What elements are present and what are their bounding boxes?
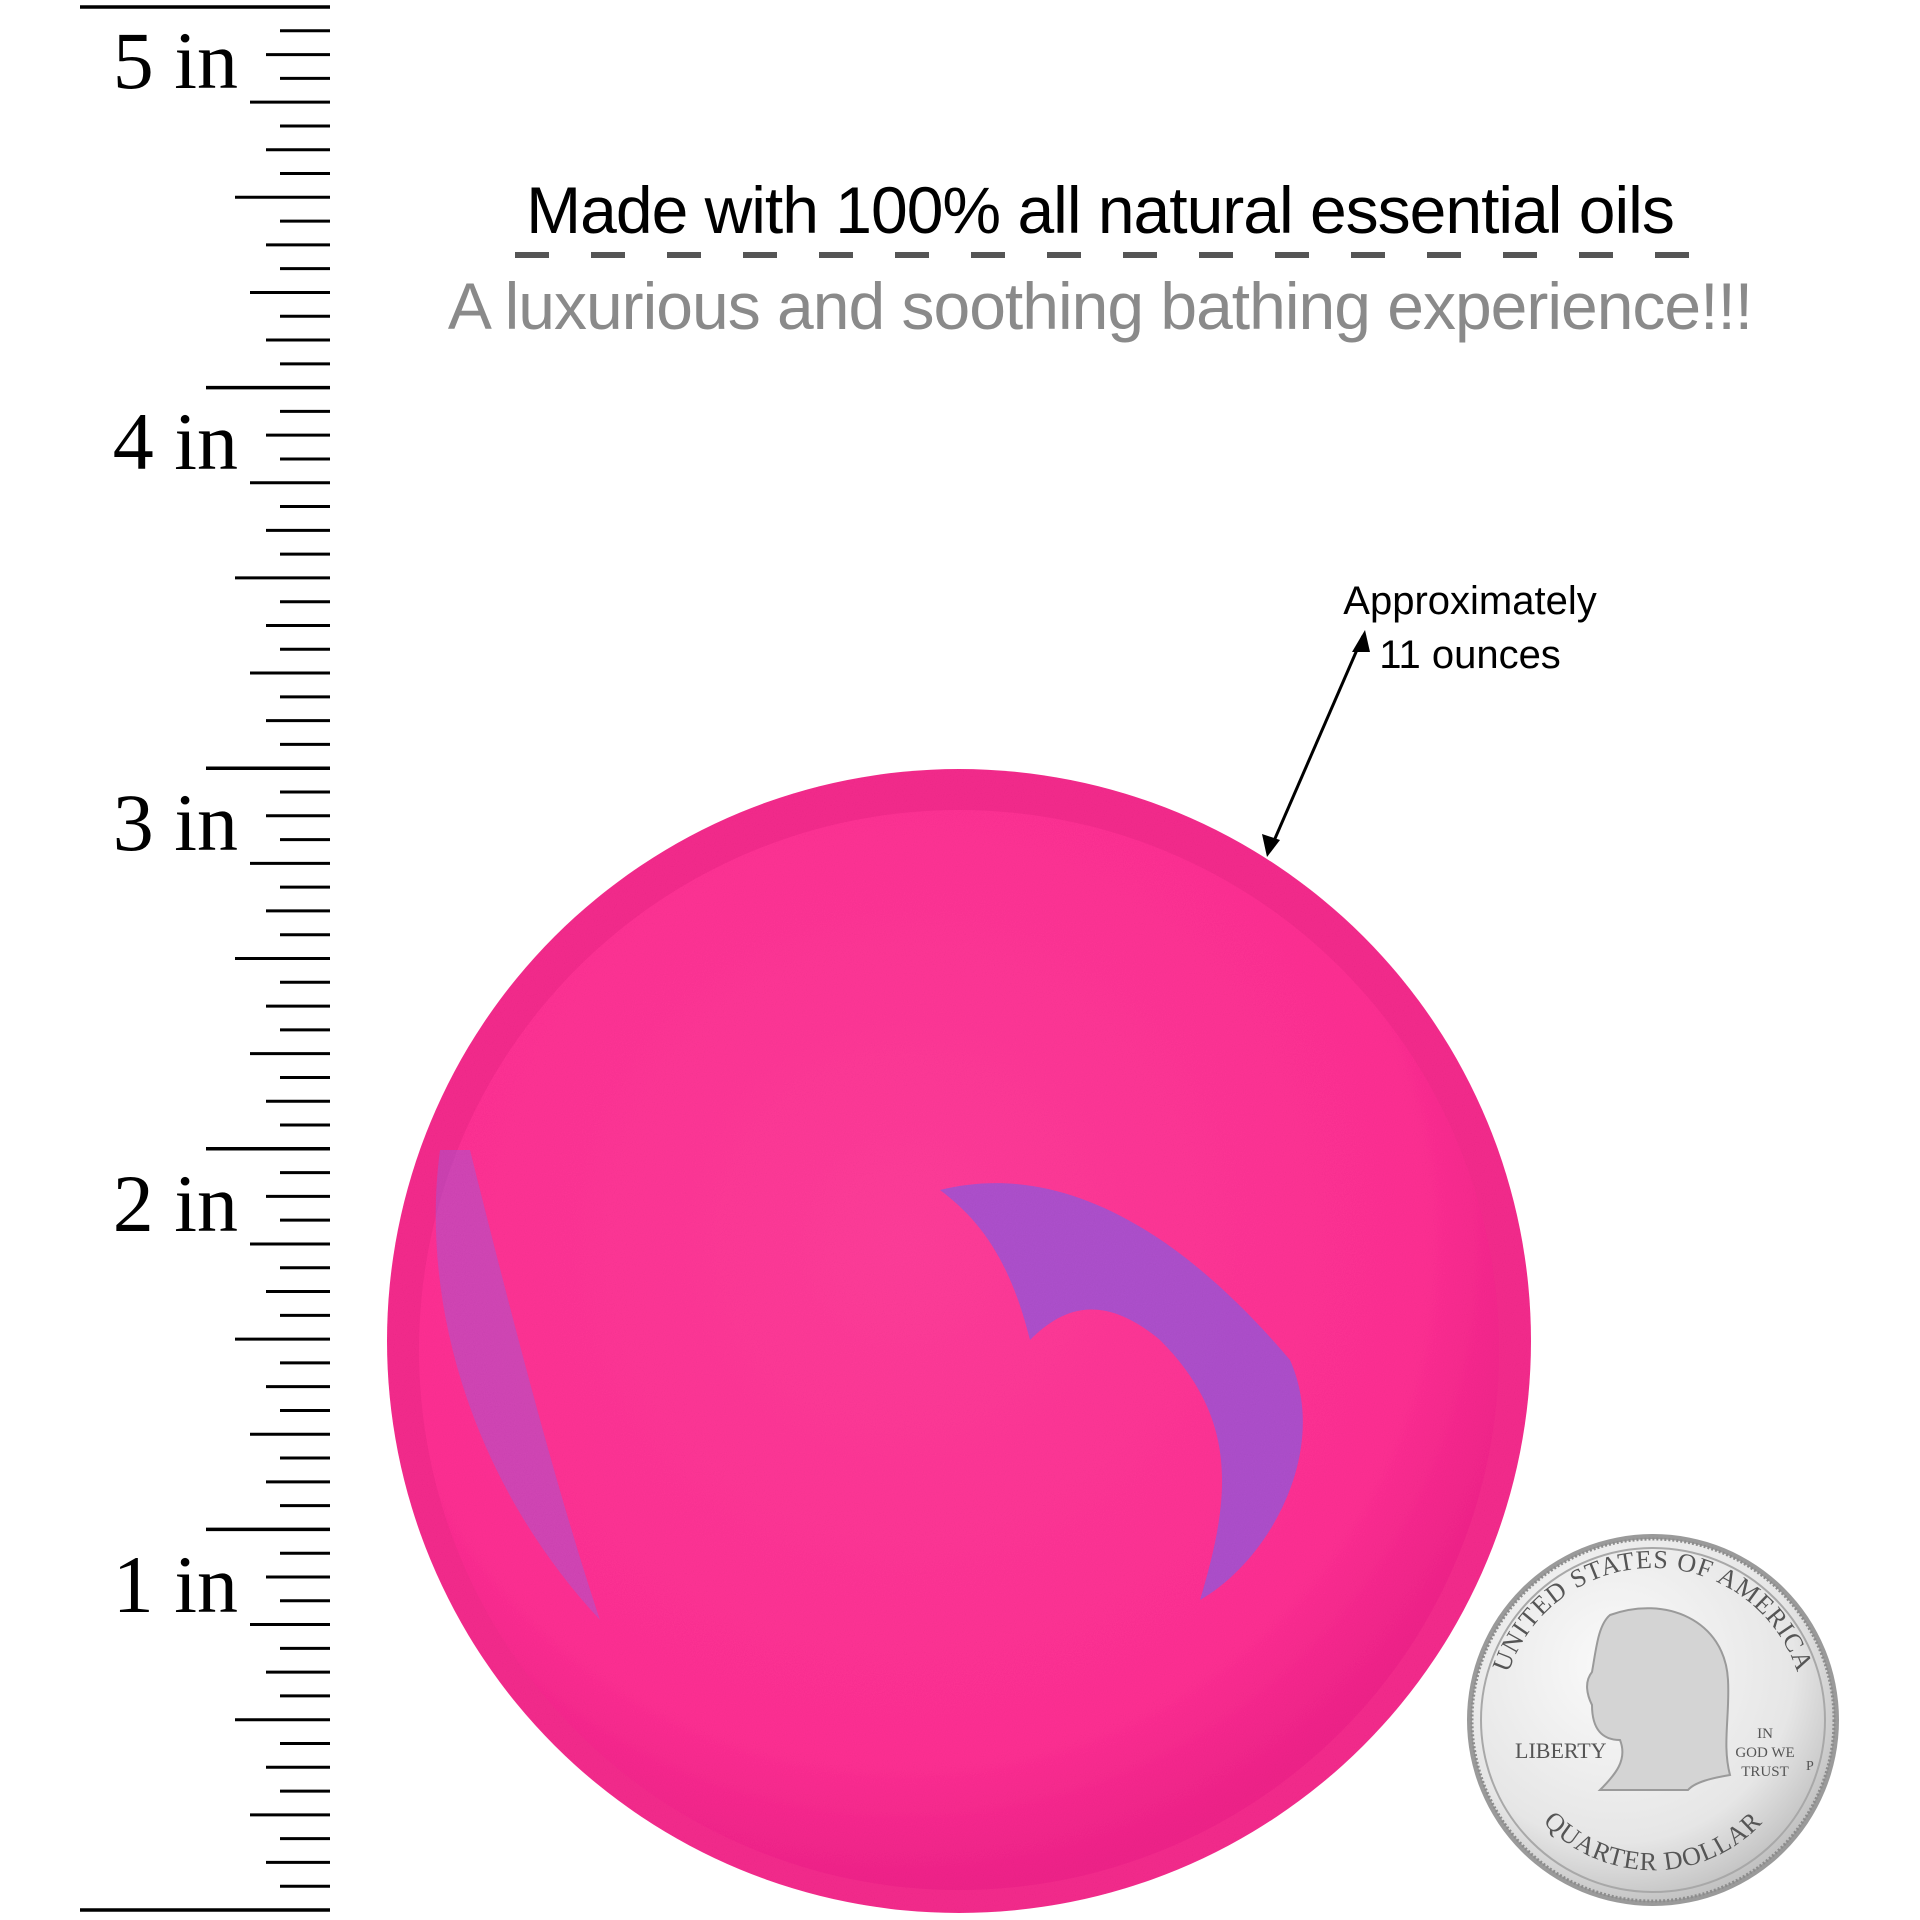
annotation-line-2: 11 ounces (1379, 633, 1561, 677)
washington-profile (1586, 1607, 1732, 1791)
ruler-label-4: 4 in (112, 396, 238, 487)
ruler-label-3: 3 in (112, 777, 238, 868)
ruler-label-5: 5 in (112, 15, 238, 106)
ruler-label-1: 1 in (112, 1539, 238, 1630)
coin-liberty: LIBERTY (1515, 1738, 1607, 1763)
annotation-arrow (1268, 635, 1365, 851)
inch-ruler (80, 5, 330, 1912)
coin-motto-1: IN (1757, 1726, 1773, 1742)
headline: Made with 100% all natural essential oil… (526, 173, 1675, 247)
weight-annotation: Approximately 11 ounces (1320, 574, 1620, 682)
bath-bomb (387, 769, 1531, 1913)
dashed-underline (515, 252, 1690, 258)
annotation-line-1: Approximately (1343, 579, 1597, 623)
coin-mint-mark: P (1806, 1759, 1814, 1774)
ruler-label-2: 2 in (112, 1158, 238, 1249)
quarter-coin: UNITED STATES OF AMERICA QUARTER DOLLAR … (1467, 1534, 1839, 1906)
coin-motto-2: GOD WE (1735, 1745, 1794, 1761)
coin-motto-3: TRUST (1741, 1764, 1789, 1780)
subheadline: A luxurious and soothing bathing experie… (447, 269, 1753, 343)
